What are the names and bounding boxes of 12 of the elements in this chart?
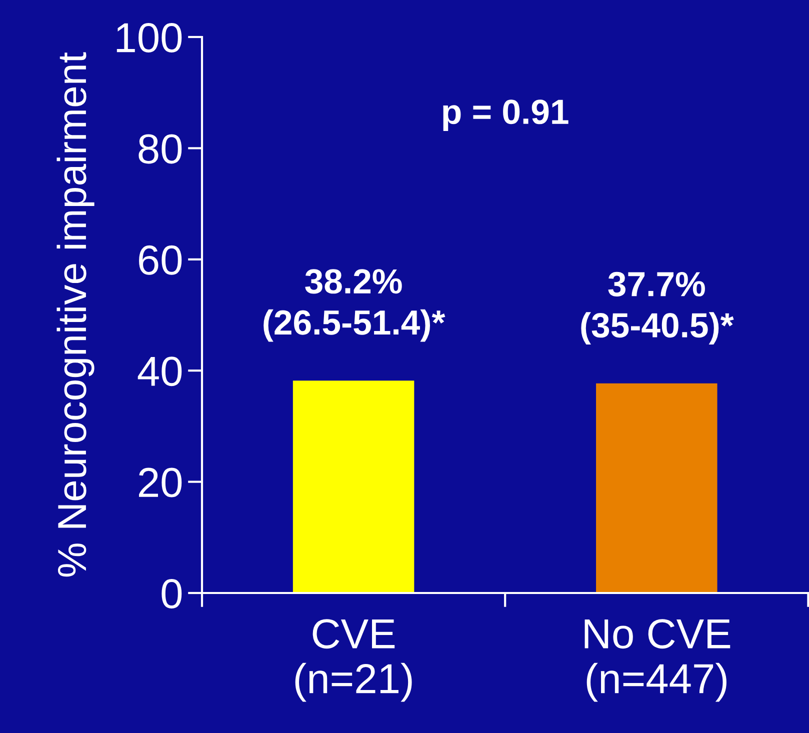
y-axis-title: % Neurocognitive impairment: [56, 52, 94, 577]
y-tick-label: 0: [162, 579, 182, 609]
y-tick-label: 100: [116, 23, 182, 53]
x-tick-label: No CVE (n=447): [584, 619, 730, 702]
data-label: 38.2% (26.5-51.4)*: [264, 269, 446, 342]
y-tick-label: 80: [138, 134, 182, 164]
x-tick-label: CVE (n=21): [295, 619, 412, 702]
annotation: p = 0.91: [443, 100, 568, 132]
y-tick-label: 20: [139, 468, 182, 498]
data-label: 37.7% (35-40.5)*: [581, 272, 734, 344]
y-tick-label: 60: [139, 245, 182, 275]
y-tick-label: 40: [138, 356, 182, 386]
